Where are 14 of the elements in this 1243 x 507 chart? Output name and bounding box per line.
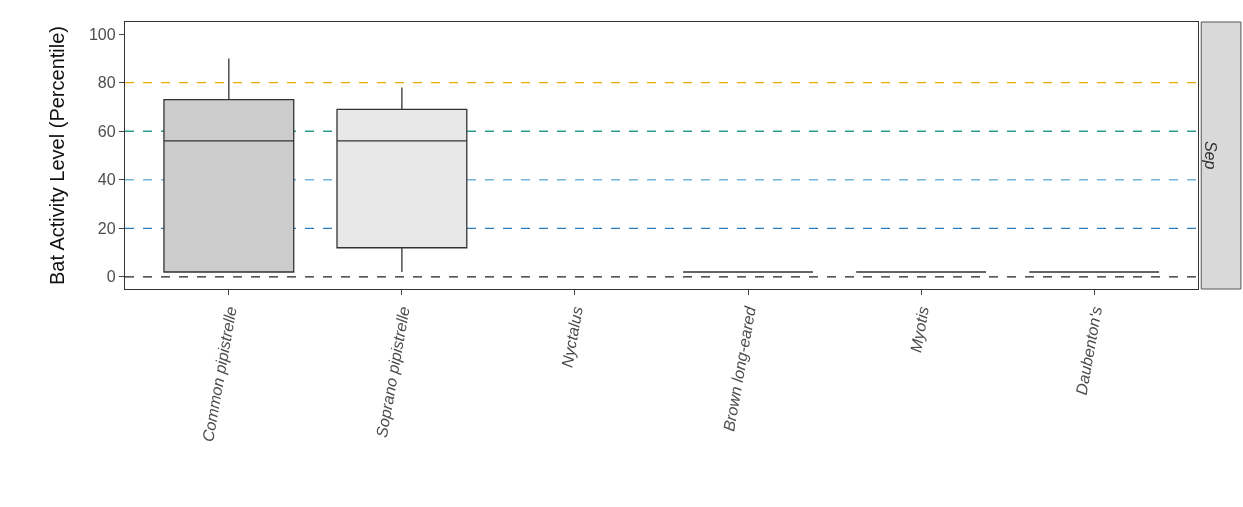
x-tick-label: Myotis bbox=[907, 305, 932, 354]
y-tick-label: 0 bbox=[106, 268, 116, 286]
y-axis-title: Bat Activity Level (Percentile) bbox=[46, 26, 69, 285]
y-tick-label: 40 bbox=[97, 171, 116, 189]
x-tick-label: Daubenton's bbox=[1072, 305, 1105, 397]
y-tick-label: 60 bbox=[97, 122, 116, 140]
y-tick-label: 20 bbox=[97, 219, 116, 237]
x-tick-label: Common pipistrelle bbox=[199, 305, 240, 444]
x-tick-label: Brown long-eared bbox=[720, 304, 760, 433]
y-tick-label: 80 bbox=[97, 74, 116, 92]
text: Sep bbox=[1202, 140, 1220, 170]
x-tick-label: Soprano pipistrelle bbox=[372, 305, 413, 439]
x-tick-label: Nyctalus bbox=[558, 305, 586, 369]
y-tick-label: 100 bbox=[88, 25, 116, 43]
